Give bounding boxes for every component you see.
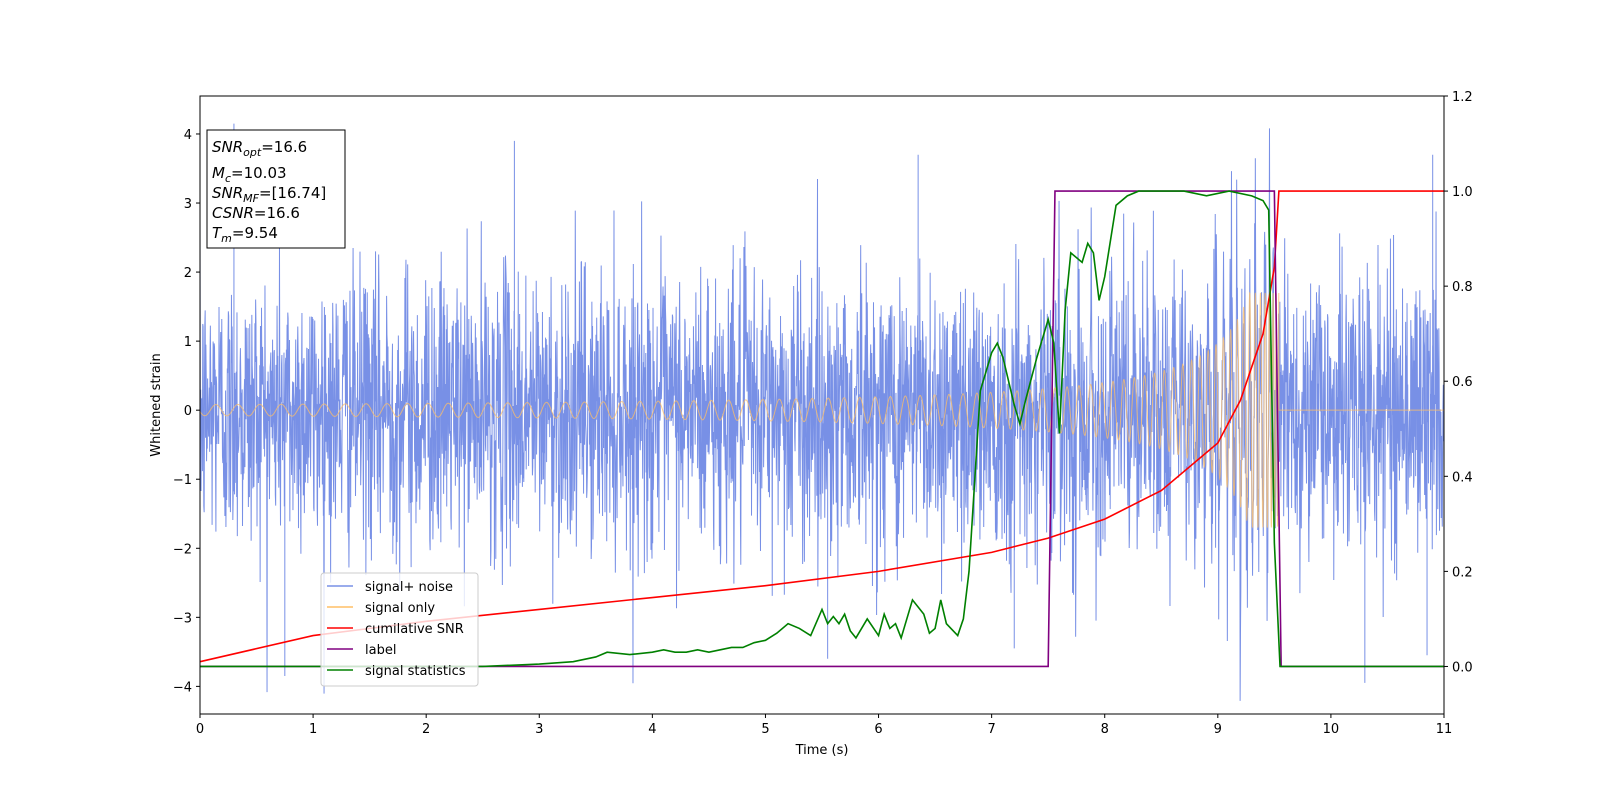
y-axis-left: −4 −3 −2 −1 0 1 2 3 4	[173, 128, 200, 695]
x-axis: 0 1 2 3 4 5 6 7 8 9 10 11	[196, 714, 1452, 737]
y-left-tick-label: 1	[184, 335, 192, 350]
legend-label: signal statistics	[365, 664, 466, 679]
legend-box	[320, 572, 479, 687]
x-tick-label: 6	[874, 722, 882, 737]
x-axis-title: Time (s)	[795, 743, 849, 758]
x-tick-label: 4	[648, 722, 656, 737]
x-tick-label: 0	[196, 722, 204, 737]
y-axis-title: Whitened strain	[149, 353, 164, 456]
info-snr-opt: SNRopt=16.6	[212, 138, 307, 159]
signal-only-line	[199, 291, 1444, 528]
y-left-tick-label: −1	[173, 473, 192, 488]
legend-label: label	[365, 643, 396, 658]
series-signal-statistics-line	[200, 190, 1444, 668]
y-left-tick-label: −3	[173, 611, 192, 626]
y-right-tick-label: 0.8	[1452, 280, 1473, 295]
x-tick-label: 3	[535, 722, 543, 737]
y-right-tick-label: 0.4	[1452, 470, 1473, 485]
legend-label: signal+ noise	[365, 580, 453, 595]
series-signal-only	[199, 291, 1444, 528]
y-right-tick-label: 1.2	[1452, 90, 1473, 105]
y-left-tick-label: 4	[184, 128, 192, 143]
y-left-tick-label: −2	[173, 542, 192, 557]
legend-label: cumilative SNR	[365, 622, 464, 637]
y-left-tick-label: 0	[184, 404, 192, 419]
x-tick-label: 2	[422, 722, 430, 737]
y-left-tick-label: −4	[173, 680, 192, 695]
y-right-tick-label: 1.0	[1452, 185, 1473, 200]
info-tm: Tm=9.54	[212, 224, 278, 245]
x-tick-label: 9	[1214, 722, 1222, 737]
legend-label: signal only	[365, 601, 435, 616]
legend: signal+ noise signal only cumilative SNR la…	[320, 572, 479, 687]
x-tick-label: 8	[1101, 722, 1109, 737]
series-signal-noise	[199, 123, 1445, 701]
y-right-tick-label: 0.2	[1452, 565, 1473, 580]
info-box: SNRopt=16.6 Mc=10.03 SNRMF=[16.74] CSNR=…	[206, 129, 346, 249]
y-right-tick-label: 0.0	[1452, 660, 1473, 675]
signal-noise-line	[199, 123, 1445, 701]
x-tick-label: 11	[1436, 722, 1453, 737]
y-left-tick-label: 2	[184, 266, 192, 281]
plot-area	[199, 95, 1445, 715]
x-tick-label: 7	[987, 722, 995, 737]
y-left-tick-label: 3	[184, 197, 192, 212]
info-mc: Mc=10.03	[212, 164, 287, 185]
x-tick-label: 1	[309, 722, 317, 737]
info-csnr: CSNR=16.6	[212, 204, 300, 222]
info-snr-mf: SNRMF=[16.74]	[212, 184, 326, 205]
y-axis-right: 0.0 0.2 0.4 0.6 0.8 1.0 1.2	[1444, 90, 1473, 675]
x-tick-label: 10	[1323, 722, 1340, 737]
y-right-tick-label: 0.6	[1452, 375, 1473, 390]
x-tick-label: 5	[761, 722, 769, 737]
right-axis-series	[199, 190, 1444, 668]
